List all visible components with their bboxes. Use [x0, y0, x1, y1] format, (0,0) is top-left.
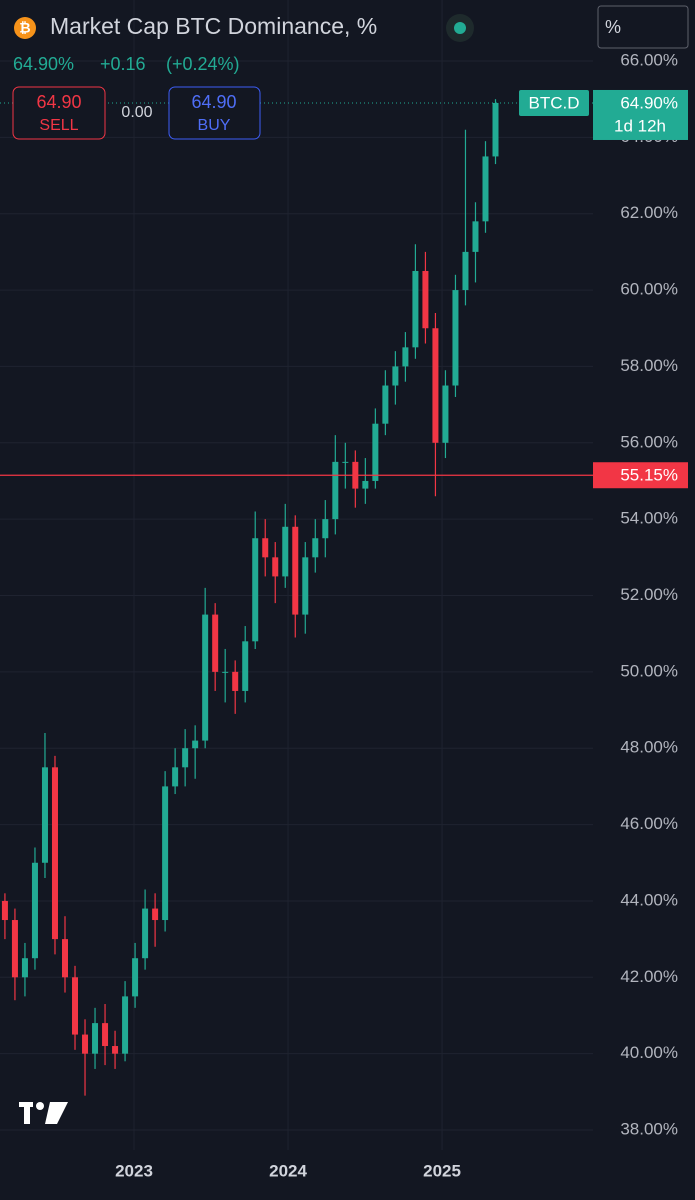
- plot-area: 2023 2024 2025: [0, 0, 593, 1180]
- candle-body: [272, 557, 279, 577]
- candle-body: [462, 251, 469, 291]
- candle-body: [432, 328, 439, 443]
- bitcoin-icon: [14, 17, 36, 39]
- candle-body: [102, 1023, 109, 1047]
- y-tick-label: 52.00%: [620, 585, 678, 604]
- candle-body: [372, 423, 379, 481]
- buy-button[interactable]: [168, 86, 261, 140]
- y-tick-label: 56.00%: [620, 432, 678, 451]
- candle-body: [41, 767, 48, 863]
- last-price-label: 64.90%: [620, 93, 678, 112]
- y-tick-label: 54.00%: [620, 509, 678, 528]
- candle-body: [142, 908, 149, 959]
- candle-body: [392, 366, 399, 386]
- countdown: 1d 12h: [614, 116, 666, 135]
- last-price: 64.90%: [13, 54, 74, 74]
- candle-body: [442, 385, 449, 443]
- candle-body: [402, 347, 409, 367]
- candle-body: [332, 461, 339, 520]
- unit-button[interactable]: [597, 5, 689, 49]
- overlay: ₿ Market Cap BTC Dominance, % % 64.90% +…: [12, 5, 689, 1139]
- candle-body: [192, 740, 199, 749]
- candle-body: [61, 939, 68, 978]
- change: +0.16: [100, 54, 146, 74]
- symbol-tag: [519, 89, 589, 116]
- candle-body: [232, 671, 239, 691]
- candle-body: [412, 270, 419, 348]
- price-line-label: 55.15%: [620, 466, 678, 485]
- candle-body: [312, 538, 319, 558]
- y-tick-label: 46.00%: [620, 814, 678, 833]
- candle-body: [282, 526, 289, 577]
- candle-body: [452, 290, 459, 386]
- last-price-tag: [593, 89, 688, 140]
- candle-body: [112, 1046, 119, 1054]
- tv-logo: [19, 1102, 68, 1124]
- y-tick-label: 66.00%: [620, 50, 678, 69]
- candle-body: [492, 102, 499, 157]
- sell-label[interactable]: SELL: [39, 117, 78, 134]
- x-tick-label: 2025: [423, 1161, 461, 1180]
- x-tick-label: 2023: [115, 1161, 153, 1180]
- spread: 0.00: [121, 104, 152, 121]
- candle-body: [482, 156, 489, 222]
- candle-body: [82, 1034, 89, 1054]
- candle-body: [292, 526, 299, 615]
- candle-body: [92, 1023, 99, 1054]
- y-tick-label: 58.00%: [620, 356, 678, 375]
- y-tick-label: 40.00%: [620, 1043, 678, 1062]
- candle-body: [222, 671, 229, 673]
- unit-button-label[interactable]: %: [605, 17, 621, 37]
- candle-body: [11, 920, 18, 978]
- candle-body: [262, 538, 269, 558]
- candle-body: [322, 519, 329, 539]
- candle-body: [162, 786, 169, 921]
- candle-body: [252, 538, 259, 642]
- price-line-tag: [593, 462, 688, 489]
- candle-body: [132, 958, 139, 997]
- bitcoin-icon-glyph: ₿: [19, 20, 30, 36]
- candle-body: [1, 900, 8, 921]
- y-tick-label: 38.00%: [620, 1120, 678, 1139]
- candle-body: [422, 270, 429, 329]
- y-tick-label: 50.00%: [620, 661, 678, 680]
- sell-button[interactable]: [12, 86, 106, 140]
- candle-body: [472, 221, 479, 252]
- candle-body: [242, 641, 249, 691]
- candle-body: [172, 767, 179, 787]
- candle-body: [302, 557, 309, 615]
- candle-body: [182, 748, 189, 768]
- candle-body: [21, 958, 28, 978]
- candle-body: [122, 996, 129, 1054]
- y-tick-label: 60.00%: [620, 280, 678, 299]
- candle-body: [212, 614, 219, 672]
- y-tick-label: 42.00%: [620, 967, 678, 986]
- candle-body: [31, 862, 38, 959]
- y-tick-label: 62.00%: [620, 203, 678, 222]
- chart-title: Market Cap BTC Dominance, %: [50, 13, 377, 39]
- candle-body: [382, 385, 389, 424]
- sell-price[interactable]: 64.90: [36, 92, 81, 112]
- buy-price[interactable]: 64.90: [191, 92, 236, 112]
- candle-body: [342, 461, 349, 463]
- buy-label[interactable]: BUY: [198, 117, 231, 134]
- candle-body: [362, 480, 369, 489]
- candle-body: [152, 908, 159, 921]
- candle-body: [51, 767, 58, 940]
- y-tick-label: 44.00%: [620, 890, 678, 909]
- candle-body: [202, 614, 209, 741]
- x-tick-label: 2024: [269, 1161, 307, 1180]
- change-pct: (+0.24%): [166, 54, 240, 74]
- candle-body: [72, 977, 79, 1035]
- symbol-label: BTC.D: [529, 93, 580, 112]
- y-tick-label: 48.00%: [620, 738, 678, 757]
- status-dot: [454, 22, 466, 34]
